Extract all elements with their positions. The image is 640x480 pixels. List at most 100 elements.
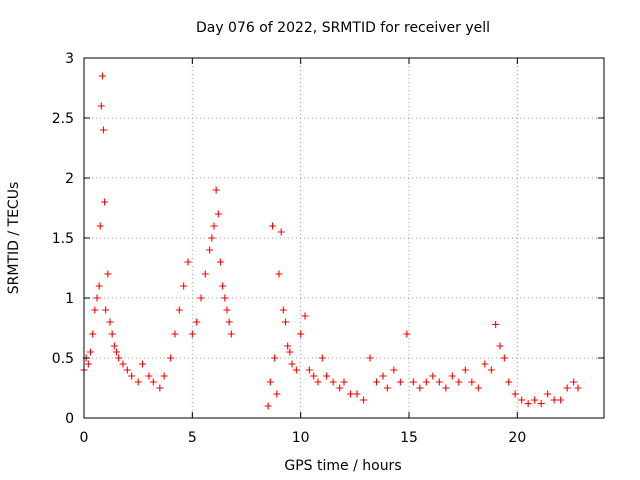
data-point	[455, 378, 463, 386]
data-point	[96, 222, 104, 230]
data-point	[409, 378, 417, 386]
data-point	[180, 282, 188, 290]
data-point	[223, 306, 231, 314]
data-point	[416, 384, 424, 392]
plot-frame	[83, 57, 605, 419]
data-point	[557, 396, 565, 404]
data-point	[366, 354, 374, 362]
data-point	[511, 390, 519, 398]
data-point	[266, 378, 274, 386]
x-axis-label: GPS time / hours	[284, 458, 401, 474]
data-point	[275, 270, 283, 278]
data-point	[282, 318, 289, 326]
x-tick-label: 0	[80, 430, 89, 446]
data-point	[442, 384, 450, 392]
data-point	[84, 360, 92, 368]
data-point	[383, 384, 391, 392]
data-point	[273, 390, 281, 398]
data-point	[310, 372, 318, 380]
data-point	[340, 378, 348, 386]
y-tick-label: 0.5	[52, 351, 74, 367]
data-point	[537, 400, 545, 408]
data-point	[461, 366, 469, 374]
data-point	[201, 270, 209, 278]
data-point	[139, 360, 146, 368]
data-point	[336, 384, 344, 392]
ticks-layer: 0 5 10 15 20 0 0.5 1 1.5 2 2.5 3	[52, 51, 604, 446]
data-point	[225, 318, 233, 326]
y-tick-label: 1	[65, 291, 74, 307]
data-point	[286, 348, 294, 356]
data-point	[435, 378, 443, 386]
data-point	[481, 360, 489, 368]
data-point	[188, 330, 196, 338]
data-point	[217, 258, 224, 266]
data-point	[297, 330, 305, 338]
data-point	[110, 342, 118, 350]
data-point	[544, 390, 552, 398]
data-point	[123, 366, 131, 374]
data-point	[422, 378, 430, 386]
data-point	[208, 234, 216, 242]
data-point	[227, 330, 235, 338]
data-point	[91, 306, 99, 314]
data-point	[95, 282, 103, 290]
data-point	[100, 126, 107, 134]
x-tick-label: 20	[508, 430, 526, 446]
data-point	[390, 366, 398, 374]
y-axis-label: SRMTID / TECUs	[6, 182, 22, 295]
data-point	[347, 390, 354, 398]
data-point	[301, 312, 309, 320]
data-point	[145, 372, 153, 380]
data-point	[89, 330, 97, 338]
data-point	[219, 282, 227, 290]
data-point	[379, 372, 387, 380]
data-point	[128, 372, 136, 380]
chart-title: Day 076 of 2022, SRMTID for receiver yel…	[196, 20, 490, 36]
data-point	[271, 354, 279, 362]
data-point	[115, 354, 123, 362]
data-point	[277, 228, 285, 236]
data-points-layer	[80, 72, 582, 410]
data-point	[264, 402, 272, 410]
data-point	[149, 378, 157, 386]
data-point	[108, 330, 116, 338]
data-point	[104, 270, 112, 278]
data-point	[550, 396, 558, 404]
data-point	[102, 306, 110, 314]
data-point	[323, 372, 331, 380]
data-point	[101, 198, 109, 206]
data-point	[318, 354, 326, 362]
data-point	[197, 294, 205, 302]
data-point	[531, 396, 539, 404]
data-point	[574, 384, 582, 392]
data-point	[429, 372, 437, 380]
data-point	[98, 72, 106, 80]
data-point	[563, 384, 571, 392]
data-point	[360, 396, 367, 404]
data-point	[214, 210, 222, 218]
data-point	[524, 400, 532, 408]
data-point	[175, 306, 183, 314]
data-point	[518, 396, 526, 404]
x-tick-label: 10	[292, 430, 310, 446]
data-point	[396, 378, 404, 386]
y-tick-label: 2	[65, 171, 74, 187]
data-point	[505, 378, 513, 386]
y-tick-label: 3	[65, 51, 74, 67]
data-point	[212, 186, 220, 194]
x-tick-label: 15	[400, 430, 418, 446]
data-point	[97, 102, 105, 110]
data-point	[184, 258, 192, 266]
data-point	[160, 372, 168, 380]
data-point	[314, 378, 322, 386]
data-point	[329, 378, 337, 386]
data-point	[113, 348, 120, 356]
data-point	[288, 360, 296, 368]
data-point	[193, 318, 201, 326]
data-point	[448, 372, 456, 380]
data-point	[292, 366, 300, 374]
data-point	[353, 390, 361, 398]
data-point	[305, 366, 313, 374]
